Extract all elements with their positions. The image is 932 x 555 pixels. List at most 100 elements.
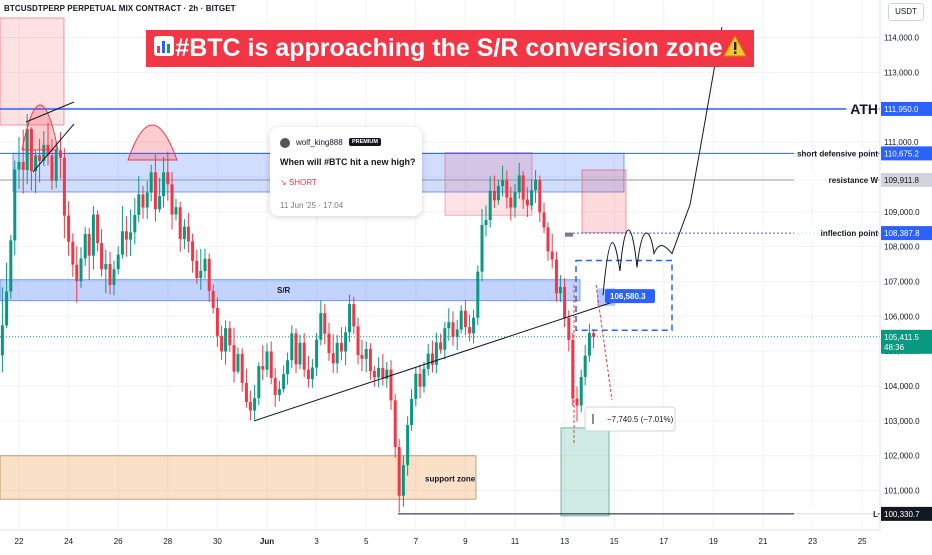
candle-body [575, 398, 579, 406]
candle-body [480, 224, 484, 272]
price-axis-bg [880, 0, 932, 530]
candle-body [236, 353, 240, 372]
candle-body [298, 342, 302, 365]
candle-body [558, 287, 562, 294]
candle-body [0, 325, 4, 356]
price-line-tag [881, 226, 932, 241]
price-line-tag-text: 109,911.8 [884, 176, 920, 185]
candle-body [67, 215, 71, 242]
candle-body [372, 371, 376, 378]
candle-body [327, 333, 331, 354]
candle-body [385, 369, 389, 379]
candle-body [397, 446, 401, 496]
candle-body [463, 310, 467, 328]
price-line-label-bg [794, 225, 878, 240]
price-axis: 101,000.0 102,000.0 103,000.0 104,000.0 105,… [879, 0, 932, 530]
candle-body [87, 234, 91, 256]
candle-body [248, 402, 252, 411]
candle-body [153, 172, 157, 210]
candle-body [468, 327, 472, 334]
candle-body [352, 304, 356, 327]
candle-body [335, 342, 339, 364]
symbol-title[interactable]: BTCUSDTPERP PERPETUAL MIX CONTRACT · 2h … [4, 4, 236, 13]
direction-label: SHORT [288, 178, 317, 187]
time-tick-label: 25 [858, 537, 867, 546]
alert-marker [565, 232, 573, 237]
candle-body [534, 180, 538, 191]
head-arc-right [127, 124, 178, 161]
candle-body [410, 398, 414, 426]
candle-body [261, 366, 265, 370]
candle-body [521, 175, 525, 200]
price-line-label-bg [846, 100, 879, 115]
candle-body [191, 241, 195, 261]
candle-body [207, 258, 211, 291]
candle-body [488, 190, 492, 221]
price-line-label: ATH [850, 101, 878, 117]
candle-body [124, 231, 128, 240]
candle-body [509, 197, 513, 208]
candle-body [203, 258, 207, 271]
candle-body [306, 369, 310, 380]
time-tick-label: 9 [463, 537, 468, 546]
candle-body [137, 194, 141, 215]
support-zone-label: support zone [425, 474, 476, 483]
candle-body [71, 241, 75, 265]
candle-body [525, 199, 529, 206]
currency-button[interactable]: USDT [888, 3, 924, 21]
time-tick-label: 7 [414, 537, 419, 546]
target-box [581, 169, 627, 234]
candle-body [484, 220, 488, 225]
bar-chart-icon [153, 31, 175, 68]
countdown-text: 48:36 [884, 343, 905, 352]
measure-box [560, 427, 610, 517]
candle-body [451, 322, 455, 337]
price-line-label: short defensive point [797, 149, 878, 158]
price-tick-label: 114,000.0 [884, 34, 920, 43]
candle-body [418, 373, 422, 387]
candle-body [414, 373, 418, 399]
candle-body [356, 326, 360, 355]
candle-body [253, 398, 257, 411]
candle-body [282, 374, 286, 390]
current-price-text: 105,411.5 [884, 333, 920, 342]
candle-body [360, 354, 364, 359]
candle-body [170, 184, 174, 215]
time-tick-label: 11 [511, 537, 520, 546]
candle-body [434, 342, 438, 365]
sr-zone-label: S/R [277, 286, 291, 295]
candle-body [199, 270, 203, 278]
candle-body [21, 161, 25, 170]
candle-body [319, 313, 323, 340]
pattern-line-2 [32, 123, 75, 173]
idea-question[interactable]: When will #BTC hit a new high? [280, 157, 416, 167]
time-tick-label: 13 [560, 537, 569, 546]
time-tick-label: 24 [64, 537, 73, 546]
candle-body [265, 351, 269, 370]
candle-body [224, 328, 228, 352]
candle-body [513, 192, 517, 208]
candle-body [546, 227, 550, 252]
price-line-tag [881, 101, 932, 116]
avatar[interactable] [280, 138, 290, 148]
author-name[interactable]: wolf_king888 [296, 138, 343, 147]
candle-body [517, 175, 521, 193]
candle-body [38, 155, 42, 161]
candle-body [13, 169, 17, 241]
candle-body [100, 243, 104, 270]
idea-card[interactable]: wolf_king888 PREMIUM When will #BTC hit … [270, 127, 422, 216]
warning-icon [722, 31, 747, 68]
candle-body [302, 342, 306, 370]
candle-body [315, 339, 319, 368]
candle-body [166, 172, 170, 185]
target-price-tag [605, 289, 655, 304]
price-line-tag-text: 108,387.8 [884, 229, 920, 238]
candle-body [331, 353, 335, 364]
candle-body [567, 318, 571, 340]
candle-body [286, 360, 290, 375]
candle-body [472, 317, 476, 334]
candle-body [294, 333, 298, 365]
price-line-label-bg [794, 145, 878, 160]
candle-body [455, 329, 459, 337]
